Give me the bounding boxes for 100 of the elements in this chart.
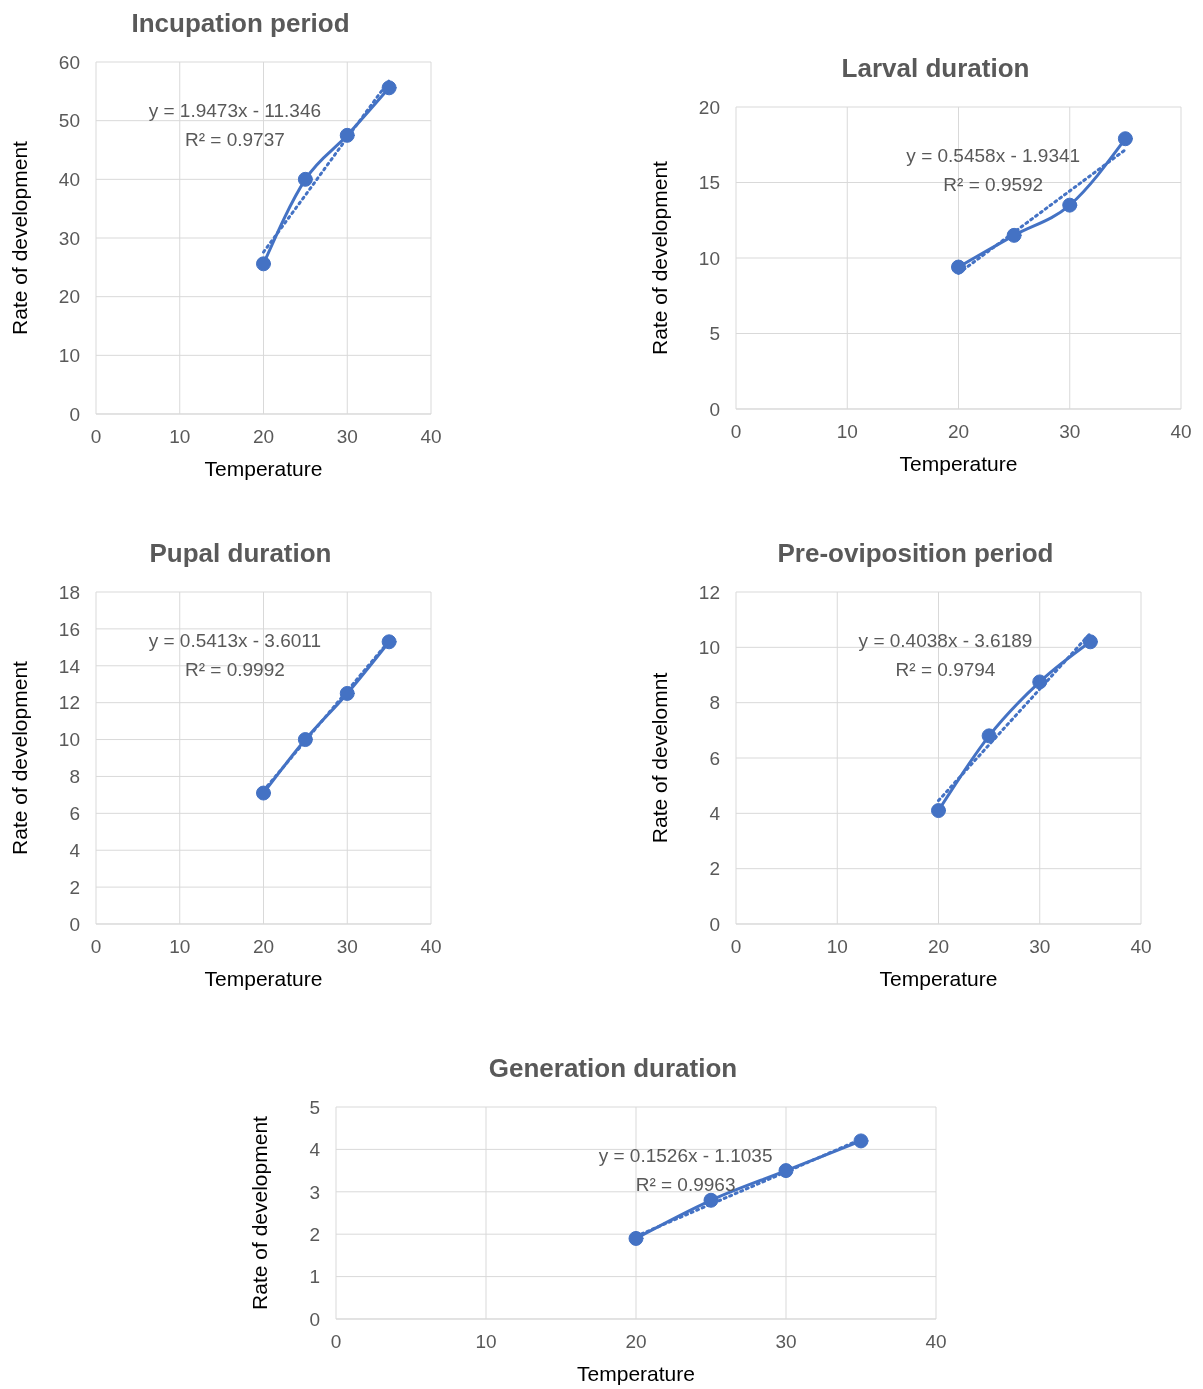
point [1062, 197, 1078, 213]
y-tick-label: 60 [58, 51, 80, 73]
y-axis-title: Rate of development [8, 660, 32, 855]
x-axis-title: Temperature [204, 967, 323, 990]
annotation: R² = 0.9592 [942, 173, 1045, 197]
point [778, 1163, 794, 1179]
y-tick-label: 12 [698, 581, 720, 603]
y-axis-title: Rate of development [248, 1115, 272, 1310]
y-tick-label: 16 [58, 618, 80, 640]
y-tick-label: 4 [69, 839, 81, 861]
x-tick-label: 0 [90, 426, 102, 448]
x-tick-label: 30 [775, 1331, 797, 1353]
y-tick-label: 40 [58, 169, 80, 191]
y-tick-label: 10 [698, 247, 720, 269]
y-tick-label: 3 [309, 1181, 320, 1203]
point [381, 634, 397, 650]
x-tick-label: 20 [947, 421, 970, 443]
x-axis-title: Temperature [204, 457, 323, 480]
x-tick-label: 10 [169, 426, 191, 448]
point [981, 728, 997, 744]
y-tick-label: 10 [58, 729, 80, 751]
point [1032, 674, 1048, 690]
y-axis-title: Rate of development [648, 160, 672, 355]
x-axis-title: Temperature [577, 1362, 695, 1385]
y-tick-label: 30 [58, 227, 80, 249]
point [297, 732, 313, 748]
point [256, 785, 271, 801]
y-tick-label: 4 [709, 803, 721, 825]
x-tick-label: 0 [330, 1331, 342, 1353]
y-tick-label: 5 [709, 323, 720, 345]
point [1006, 227, 1022, 243]
annotation: y = 0.4038x - 3.6189 [857, 629, 1034, 653]
y-tick-label: 8 [709, 692, 720, 714]
y-tick-label: 15 [698, 172, 720, 194]
x-tick-label: 20 [625, 1331, 647, 1353]
y-tick-label: 0 [309, 1308, 320, 1330]
y-tick-label: 10 [58, 345, 80, 367]
x-tick-label: 30 [1029, 936, 1051, 958]
chart-title: Pupal duration [148, 538, 333, 570]
y-tick-label: 4 [309, 1139, 321, 1161]
x-tick-label: 30 [336, 426, 358, 448]
annotation: y = 0.5458x - 1.9341 [905, 144, 1082, 168]
y-tick-label: 1 [309, 1266, 320, 1288]
chart-title: Generation duration [487, 1053, 739, 1085]
x-tick-label: 20 [927, 936, 950, 958]
annotation: R² = 0.9737 [183, 128, 286, 152]
x-tick-label: 10 [826, 936, 848, 958]
y-tick-label: 5 [309, 1096, 320, 1118]
annotation: R² = 0.9963 [634, 1173, 737, 1197]
y-axis-title: Rate of development [8, 140, 32, 335]
point [628, 1230, 644, 1246]
y-tick-label: 0 [709, 398, 720, 420]
y-tick-label: 20 [698, 96, 720, 118]
annotation: y = 0.1526x - 1.1035 [597, 1144, 774, 1168]
point [1117, 131, 1133, 147]
x-tick-label: 40 [1170, 421, 1192, 443]
x-tick-label: 30 [336, 936, 358, 958]
point [297, 171, 313, 187]
point [339, 127, 355, 143]
x-tick-label: 0 [90, 936, 102, 958]
point [1082, 634, 1098, 650]
y-tick-label: 6 [709, 747, 720, 769]
x-tick-label: 0 [730, 421, 742, 443]
annotation: R² = 0.9992 [183, 658, 286, 682]
chart-title: Pre-oviposition period [776, 538, 1055, 570]
annotation: y = 1.9473x - 11.346 [147, 99, 323, 123]
point [931, 803, 946, 819]
point [951, 259, 966, 275]
x-tick-label: 10 [475, 1331, 497, 1353]
chart-title: Larval duration [840, 53, 1031, 85]
chart-title: Incupation period [130, 8, 351, 40]
x-tick-label: 40 [420, 426, 442, 448]
y-tick-label: 18 [58, 581, 80, 603]
point [853, 1133, 869, 1149]
x-tick-label: 10 [169, 936, 191, 958]
x-tick-label: 40 [1130, 936, 1152, 958]
y-tick-label: 20 [58, 286, 80, 308]
point [703, 1192, 719, 1208]
annotation: R² = 0.9794 [894, 658, 997, 682]
x-axis-title: Temperature [879, 967, 998, 990]
y-tick-label: 10 [698, 637, 720, 659]
y-tick-label: 50 [58, 110, 80, 132]
y-tick-label: 0 [69, 403, 80, 425]
x-tick-label: 40 [420, 936, 442, 958]
annotation: y = 0.5413x - 3.6011 [147, 629, 323, 653]
point [256, 256, 271, 272]
x-tick-label: 20 [252, 936, 275, 958]
y-tick-label: 14 [58, 655, 81, 677]
point [339, 685, 355, 701]
x-tick-label: 30 [1059, 421, 1081, 443]
x-tick-label: 20 [252, 426, 275, 448]
y-axis-title: Rate of develomnt [648, 672, 672, 844]
point [381, 80, 397, 96]
y-tick-label: 0 [69, 913, 80, 935]
y-tick-label: 2 [709, 858, 720, 880]
y-tick-label: 6 [69, 803, 80, 825]
y-tick-label: 8 [69, 766, 80, 788]
y-tick-label: 12 [58, 692, 80, 714]
x-tick-label: 0 [730, 936, 742, 958]
x-tick-label: 10 [836, 421, 858, 443]
